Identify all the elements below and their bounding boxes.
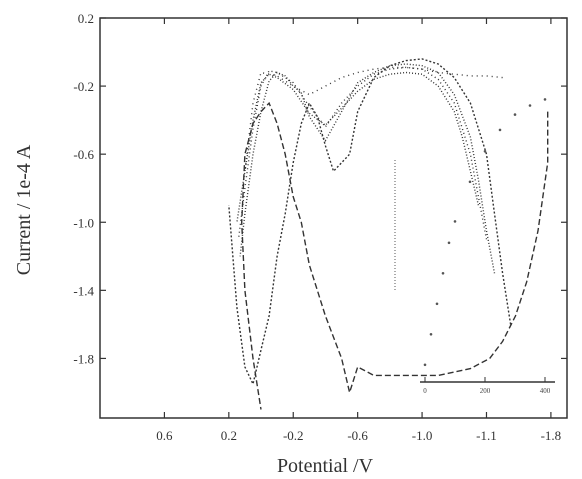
- inset-x-tick-label-2: 200: [480, 387, 491, 395]
- inset-point-6: [453, 220, 457, 223]
- inset-x-tick-label-3: 400: [540, 387, 551, 395]
- x-tick-label-7: -1.8: [541, 428, 562, 443]
- inset-series-group: [423, 98, 547, 367]
- x-tick-label-6: -1.1: [476, 428, 497, 443]
- inset-point-11: [528, 104, 532, 107]
- inset-x-tick-group: 0 200 400: [423, 377, 551, 395]
- inset-point-5: [447, 241, 451, 245]
- y-tick-label-6: -1.8: [73, 351, 94, 366]
- inset-plot: 0 200 400: [394, 98, 555, 395]
- y-tick-label-4: -1.0: [73, 215, 94, 230]
- inset-point-9: [498, 128, 502, 132]
- series-group: [228, 58, 549, 410]
- y-tick-label-5: -1.4: [73, 283, 94, 298]
- cv-curve-2: [228, 58, 512, 387]
- y-tick-group: 0.2 -0.2 -0.6 -1.0 -1.4 -1.8: [73, 11, 567, 366]
- x-tick-label-1: 0.6: [156, 428, 173, 443]
- x-tick-label-5: -1.0: [412, 428, 433, 443]
- inset-point-3: [435, 302, 439, 306]
- x-axis-title: Potential /V: [277, 455, 374, 477]
- plot-frame: [99, 17, 568, 419]
- inset-point-12: [543, 98, 547, 101]
- inset-point-2: [429, 333, 433, 336]
- x-tick-label-4: -0.6: [347, 428, 368, 443]
- cv-curve-3: [239, 63, 496, 274]
- inset-point-4: [441, 272, 445, 275]
- inset-point-7: [468, 180, 472, 184]
- x-tick-group: 0.6 0.2 -0.2 -0.6 -1.0 -1.1 -1.8: [156, 18, 561, 443]
- y-tick-label-1: 0.2: [78, 11, 94, 26]
- cv-curve-4: [237, 66, 488, 240]
- inset-point-10: [513, 113, 517, 116]
- x-tick-label-2: 0.2: [221, 428, 237, 443]
- y-tick-label-3: -0.6: [73, 147, 94, 162]
- inset-x-tick-label-1: 0: [423, 387, 427, 395]
- y-tick-label-2: -0.2: [73, 79, 94, 94]
- inset-point-1: [423, 363, 427, 367]
- x-tick-label-3: -0.2: [283, 428, 304, 443]
- y-axis-title: Current / 1e-4 A: [13, 144, 35, 275]
- inset-point-8: [483, 150, 487, 153]
- cv-curve-6: [244, 66, 503, 172]
- cv-curve-5: [236, 71, 480, 223]
